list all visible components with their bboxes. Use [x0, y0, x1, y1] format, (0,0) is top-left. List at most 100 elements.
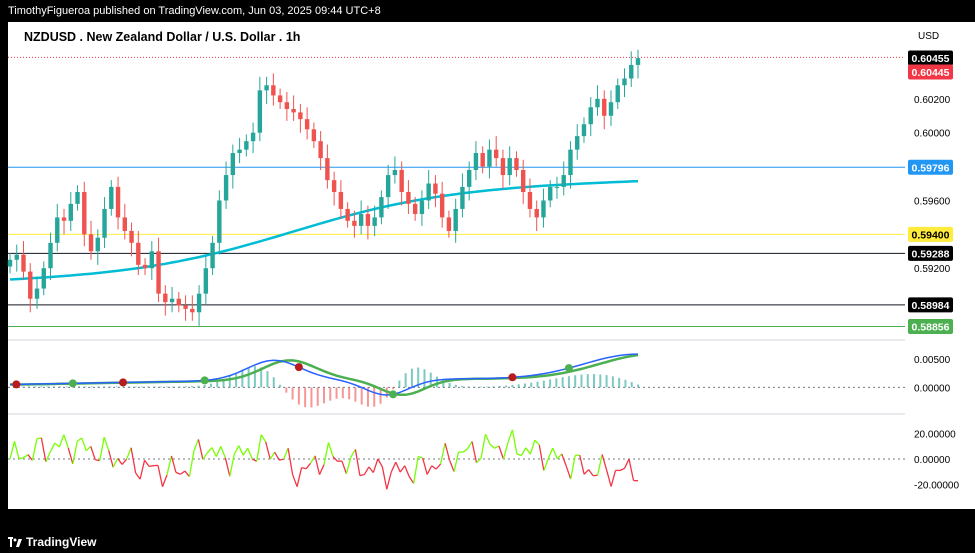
- oscillator-segment: [395, 461, 401, 473]
- tradingview-logo-icon[interactable]: [8, 537, 22, 547]
- candle-body: [142, 264, 148, 269]
- oscillator-segment: [139, 460, 146, 480]
- oscillator-segment: [49, 442, 56, 452]
- time-tick-label: 30: [482, 509, 494, 520]
- candle-body: [41, 268, 46, 289]
- candle-body: [608, 102, 614, 116]
- oscillator-segment: [318, 464, 325, 475]
- oscillator-segment: [359, 473, 365, 477]
- oscillator-segment: [112, 458, 119, 468]
- candle-body: [318, 141, 323, 159]
- candle-body: [82, 192, 87, 235]
- oscillator-segment: [130, 447, 137, 474]
- candle-body: [203, 268, 209, 294]
- candle-body: [635, 58, 641, 65]
- oscillator-segment: [417, 455, 423, 459]
- candle-body: [480, 153, 485, 167]
- oscillator-segment: [103, 437, 110, 451]
- candle-body: [629, 64, 634, 79]
- oscillator-segment: [256, 434, 262, 462]
- oscillator-segment: [439, 443, 446, 465]
- oscillator-segment: [76, 437, 83, 442]
- candle-body: [14, 254, 19, 260]
- oscillator-segment: [224, 457, 231, 477]
- candle-body: [365, 214, 371, 226]
- oscillator-segment: [31, 438, 38, 461]
- candle-body: [122, 217, 127, 231]
- candle-body: [244, 141, 249, 150]
- price-tag-label: 0.59288: [912, 248, 950, 260]
- oscillator-segment: [623, 458, 630, 469]
- candle-body: [264, 85, 269, 91]
- chart-background: [8, 22, 905, 509]
- candle-body: [622, 78, 627, 86]
- price-tick-label: 0.59200: [914, 264, 951, 275]
- candle-body: [345, 208, 350, 221]
- oscillator-segment: [413, 456, 419, 484]
- oscillator-segment: [372, 458, 379, 473]
- oscillator-segment: [215, 446, 222, 457]
- oscillator-segment: [466, 441, 473, 450]
- oscillator-segment: [301, 467, 307, 470]
- candle-body: [615, 85, 620, 103]
- oscillator-segment: [426, 465, 433, 475]
- tradingview-brand[interactable]: TradingView: [26, 535, 97, 549]
- oscillator-segment: [453, 451, 460, 472]
- candle-body: [534, 208, 539, 218]
- oscillator-segment: [525, 447, 531, 455]
- candle-body: [115, 186, 121, 218]
- oscillator-segment: [27, 454, 33, 461]
- oscillator-segment: [90, 446, 96, 460]
- oscillator-segment: [327, 442, 334, 457]
- oscillator-segment: [99, 437, 105, 461]
- candle-body: [548, 186, 553, 201]
- oscillator-segment: [85, 445, 92, 452]
- candle-body: [602, 98, 607, 116]
- candle-body: [277, 95, 283, 103]
- oscillator-segment: [552, 447, 558, 460]
- candle-body: [196, 293, 202, 313]
- oscillator-segment: [605, 469, 612, 487]
- candle-body: [595, 98, 600, 108]
- oscillator-segment: [211, 447, 217, 457]
- candle-body: [352, 220, 357, 226]
- oscillator-segment: [529, 440, 536, 455]
- oscillator-segment: [390, 461, 397, 473]
- oscillator-segment: [404, 465, 410, 477]
- macd-tick-label: 0.00000: [914, 383, 951, 394]
- candle-body: [7, 259, 13, 267]
- candle-body: [500, 158, 506, 176]
- candle-body: [358, 214, 364, 226]
- oscillator-segment: [9, 441, 16, 460]
- time-tick-label: 4: [674, 509, 680, 520]
- candle-body: [419, 200, 425, 215]
- time-tick-label: 27: [293, 509, 305, 520]
- candle-body: [75, 192, 80, 204]
- oscillator-segment: [596, 454, 603, 476]
- candle-body: [426, 183, 431, 201]
- oscillator-segment: [547, 447, 554, 459]
- oscillator-segment: [247, 447, 253, 460]
- cross-marker-dot: [119, 378, 128, 387]
- oscillator-segment: [265, 441, 271, 460]
- oscillator-segment: [332, 456, 338, 462]
- candle-body: [183, 305, 188, 309]
- candle-body: [325, 158, 330, 181]
- candle-body: [453, 208, 458, 231]
- oscillator-segment: [399, 465, 406, 473]
- oscillator-segment: [63, 434, 69, 449]
- candle-body: [304, 119, 310, 130]
- oscillator-segment: [121, 458, 128, 465]
- candle-body: [385, 175, 391, 198]
- oscillator-segment: [561, 453, 567, 467]
- oscillator-segment: [502, 442, 509, 460]
- oscillator-segment: [296, 467, 303, 487]
- cross-marker-dot: [200, 376, 209, 385]
- candle-body: [433, 183, 438, 194]
- candle-body: [311, 129, 317, 142]
- oscillator-segment: [23, 454, 29, 459]
- candle-body: [34, 288, 40, 299]
- candle-body: [21, 254, 26, 272]
- oscillator-segment: [498, 445, 505, 460]
